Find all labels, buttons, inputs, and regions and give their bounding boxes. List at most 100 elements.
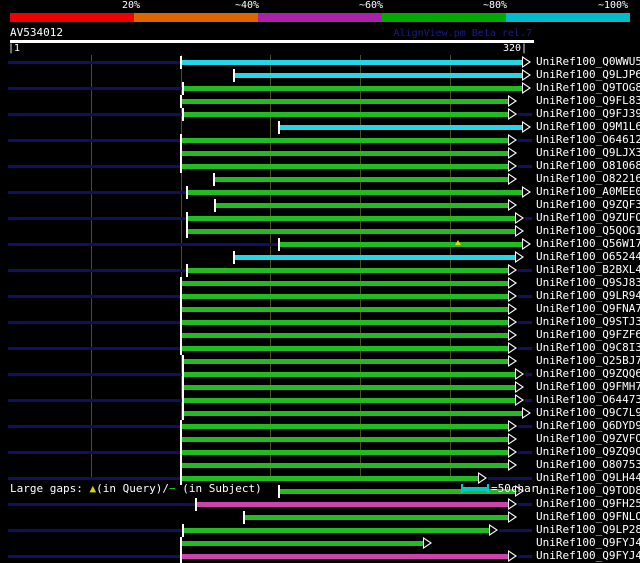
hsp-bar[interactable]: [187, 229, 515, 234]
hit-accession-label[interactable]: UniRef100_Q9FNA7: [536, 302, 640, 315]
hsp-bar[interactable]: [183, 398, 515, 403]
hit-accession-label[interactable]: UniRef100_Q9SJ83: [536, 276, 640, 289]
hsp-bar[interactable]: [183, 411, 522, 416]
alignment-row[interactable]: UniRef100_Q9ZQF3: [0, 198, 640, 212]
hsp-bar[interactable]: [279, 489, 515, 494]
hsp-bar[interactable]: [234, 255, 515, 260]
hsp-bar[interactable]: [187, 216, 515, 221]
hsp-bar[interactable]: [214, 177, 508, 182]
hit-accession-label[interactable]: UniRef100_Q9FJ39: [536, 107, 640, 120]
hit-accession-label[interactable]: UniRef100_A0MEE0: [536, 185, 640, 198]
hit-accession-label[interactable]: UniRef100_Q9FYJ4: [536, 536, 640, 549]
alignment-row[interactable]: UniRef100_Q5QOG1: [0, 224, 640, 238]
hit-accession-label[interactable]: UniRef100_Q9ZVFO: [536, 432, 640, 445]
hit-accession-label[interactable]: UniRef100_B2BXL4: [536, 263, 640, 276]
alignment-row[interactable]: UniRef100_O64473: [0, 393, 640, 407]
hsp-bar[interactable]: [181, 333, 508, 338]
alignment-row[interactable]: UniRef100_Q9FL83: [0, 94, 640, 108]
hit-accession-label[interactable]: UniRef100_Q9LJP6: [536, 68, 640, 81]
hit-accession-label[interactable]: UniRef100_Q9TOG8: [536, 81, 640, 94]
hit-accession-label[interactable]: UniRef100_O64612: [536, 133, 640, 146]
hit-accession-label[interactable]: UniRef100_Q9M1L6: [536, 120, 640, 133]
hsp-bar[interactable]: [183, 385, 515, 390]
hsp-bar[interactable]: [181, 60, 522, 65]
alignment-row[interactable]: UniRef100_Q9C7L9: [0, 406, 640, 420]
hit-accession-label[interactable]: UniRef100_Q9LJX3: [536, 146, 640, 159]
hsp-bar[interactable]: [234, 73, 522, 78]
alignment-row[interactable]: UniRef100_B2BXL4: [0, 263, 640, 277]
hsp-bar[interactable]: [196, 502, 508, 507]
alignment-row[interactable]: UniRef100_O65244: [0, 250, 640, 264]
hit-accession-label[interactable]: UniRef100_O64473: [536, 393, 640, 406]
hit-accession-label[interactable]: UniRef100_O65244: [536, 250, 640, 263]
alignment-row[interactable]: UniRef100_Q9ZVFO: [0, 432, 640, 446]
hit-accession-label[interactable]: UniRef100_Q9ZQ9O: [536, 445, 640, 458]
hsp-bar[interactable]: [181, 138, 508, 143]
hsp-bar[interactable]: [181, 554, 508, 559]
hsp-bar[interactable]: [181, 450, 508, 455]
hit-accession-label[interactable]: UniRef100_Q9STJ3: [536, 315, 640, 328]
alignment-row[interactable]: UniRef100_Q9FZF6: [0, 328, 640, 342]
alignment-row[interactable]: UniRef100_Q56W17: [0, 237, 640, 251]
alignment-row[interactable]: UniRef100_Q9SJ83: [0, 276, 640, 290]
hsp-bar[interactable]: [244, 515, 508, 520]
hit-accession-label[interactable]: UniRef100_Q9LH44: [536, 471, 640, 484]
hsp-bar[interactable]: [181, 437, 508, 442]
alignment-row[interactable]: UniRef100_Q9FNA7: [0, 302, 640, 316]
hsp-bar[interactable]: [183, 359, 508, 364]
alignment-row[interactable]: UniRef100_A0MEE0: [0, 185, 640, 199]
hsp-bar[interactable]: [181, 294, 508, 299]
hit-accession-label[interactable]: UniRef100_Q9FL83: [536, 94, 640, 107]
hit-accession-label[interactable]: UniRef100_Q9LR94: [536, 289, 640, 302]
hsp-bar[interactable]: [215, 203, 508, 208]
alignment-row[interactable]: UniRef100_O64612: [0, 133, 640, 147]
alignment-row[interactable]: UniRef100_Q9LJP6: [0, 68, 640, 82]
alignment-row[interactable]: UniRef100_Q6DYD9: [0, 419, 640, 433]
hit-accession-label[interactable]: UniRef100_Q9ZUFO: [536, 211, 640, 224]
hsp-bar[interactable]: [187, 268, 508, 273]
alignment-row[interactable]: UniRef100_Q9FJ39: [0, 107, 640, 121]
hit-accession-label[interactable]: UniRef100_Q6DYD9: [536, 419, 640, 432]
alignment-row[interactable]: UniRef100_Q25BJ7: [0, 354, 640, 368]
hit-accession-label[interactable]: UniRef100_Q9FMH7: [536, 380, 640, 393]
hit-accession-label[interactable]: UniRef100_Q9FYJ4: [536, 549, 640, 562]
hsp-bar[interactable]: [181, 424, 508, 429]
hit-accession-label[interactable]: UniRef100_O82216: [536, 172, 640, 185]
hsp-bar[interactable]: [181, 476, 478, 481]
hsp-bar[interactable]: [181, 307, 508, 312]
alignment-row[interactable]: UniRef100_O80753: [0, 458, 640, 472]
hsp-bar[interactable]: [181, 541, 423, 546]
hit-accession-label[interactable]: UniRef100_Q9LP28: [536, 523, 640, 536]
hsp-bar[interactable]: [279, 242, 522, 247]
hit-accession-label[interactable]: UniRef100_Q9C7L9: [536, 406, 640, 419]
alignment-row[interactable]: UniRef100_Q9LJX3: [0, 146, 640, 160]
alignment-row[interactable]: UniRef100_Q9TOD8: [0, 484, 640, 498]
hit-accession-label[interactable]: UniRef100_Q56W17: [536, 237, 640, 250]
hsp-bar[interactable]: [181, 281, 508, 286]
hsp-bar[interactable]: [181, 99, 508, 104]
alignment-row[interactable]: UniRef100_Q9TOG8: [0, 81, 640, 95]
alignment-row[interactable]: UniRef100_Q0WWU5: [0, 55, 640, 69]
alignment-row[interactable]: UniRef100_O82216: [0, 172, 640, 186]
alignment-row[interactable]: UniRef100_Q9M1L6: [0, 120, 640, 134]
alignment-row[interactable]: UniRef100_Q9ZQQ6: [0, 367, 640, 381]
hit-accession-label[interactable]: UniRef100_Q9FNLO: [536, 510, 640, 523]
hit-accession-label[interactable]: UniRef100_Q25BJ7: [536, 354, 640, 367]
hsp-bar[interactable]: [183, 528, 489, 533]
alignment-row[interactable]: UniRef100_Q9ZUFO: [0, 211, 640, 225]
hsp-bar[interactable]: [279, 125, 522, 130]
hit-accession-label[interactable]: UniRef100_Q0WWU5: [536, 55, 640, 68]
alignment-row[interactable]: UniRef100_Q9LH44: [0, 471, 640, 485]
hsp-bar[interactable]: [181, 320, 508, 325]
alignment-row[interactable]: UniRef100_Q9STJ3: [0, 315, 640, 329]
alignment-row[interactable]: UniRef100_Q9LR94: [0, 289, 640, 303]
hit-accession-label[interactable]: UniRef100_Q5QOG1: [536, 224, 640, 237]
hsp-bar[interactable]: [187, 190, 522, 195]
hsp-bar[interactable]: [181, 346, 508, 351]
hit-accession-label[interactable]: UniRef100_Q9FH25: [536, 497, 640, 510]
hit-accession-label[interactable]: UniRef100_Q9FZF6: [536, 328, 640, 341]
hit-accession-label[interactable]: UniRef100_Q9C8I3: [536, 341, 640, 354]
hit-accession-label[interactable]: UniRef100_Q9TOD8: [536, 484, 640, 497]
alignment-row[interactable]: UniRef100_Q9C8I3: [0, 341, 640, 355]
alignment-row[interactable]: UniRef100_Q9FYJ4: [0, 549, 640, 563]
